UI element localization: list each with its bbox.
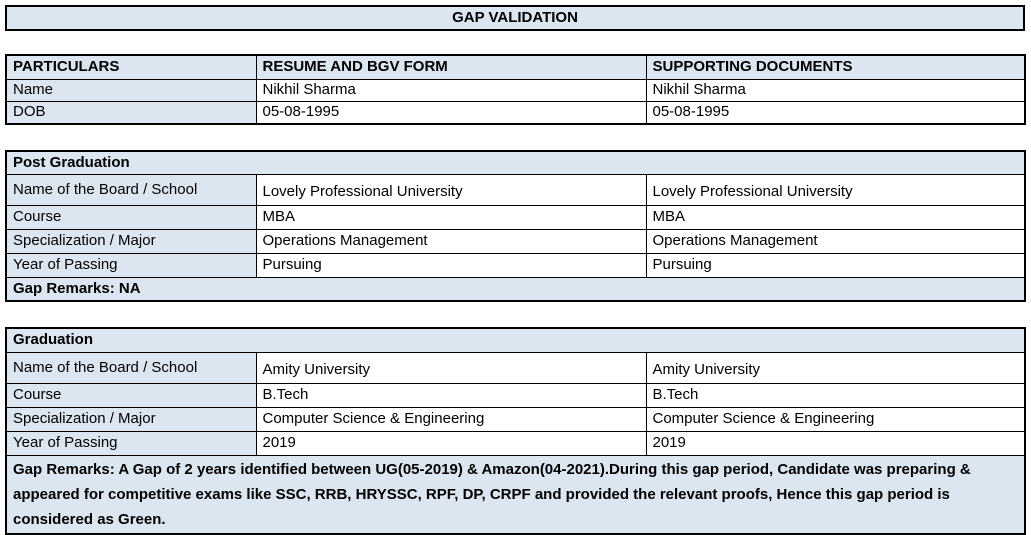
pg-board-resume-value: Lovely Professional University [255,174,647,206]
table-row-course: Course MBA MBA [5,205,1026,230]
row-label-dob: DOB [5,101,257,125]
row-label-course: Course [5,383,257,408]
row-label-specialization: Specialization / Major [5,229,257,254]
row-label-course: Course [5,205,257,230]
column-header-resume: RESUME AND BGV FORM [255,54,647,80]
grad-course-supporting-value: B.Tech [645,383,1026,408]
grad-course-resume-value: B.Tech [255,383,647,408]
pg-course-resume-value: MBA [255,205,647,230]
page-title: GAP VALIDATION [5,5,1025,31]
table-row-specialization: Specialization / Major Operations Manage… [5,229,1026,254]
row-label-name: Name [5,79,257,102]
grad-board-supporting-value: Amity University [645,352,1026,384]
particulars-header-row: PARTICULARS RESUME AND BGV FORM SUPPORTI… [5,54,1026,80]
gap-remarks-post-graduation: Gap Remarks: NA [5,277,1026,302]
table-row-name: Name Nikhil Sharma Nikhil Sharma [5,79,1026,102]
table-row-year-of-passing: Year of Passing 2019 2019 [5,431,1026,456]
row-label-year-of-passing: Year of Passing [5,431,257,456]
pg-spec-resume-value: Operations Management [255,229,647,254]
dob-supporting-value: 05-08-1995 [645,101,1026,125]
pg-course-supporting-value: MBA [645,205,1026,230]
graduation-table: Graduation Name of the Board / School Am… [5,327,1027,535]
post-graduation-header-row: Post Graduation [5,150,1026,175]
gap-remarks-graduation: Gap Remarks: A Gap of 2 years identified… [5,455,1026,535]
dob-resume-value: 05-08-1995 [255,101,647,125]
row-label-board-school: Name of the Board / School [5,174,257,206]
section-spacer [5,125,1025,150]
grad-board-resume-value: Amity University [255,352,647,384]
graduation-header-row: Graduation [5,327,1026,353]
name-supporting-value: Nikhil Sharma [645,79,1026,102]
table-row-course: Course B.Tech B.Tech [5,383,1026,408]
pg-year-resume-value: Pursuing [255,253,647,278]
pg-year-supporting-value: Pursuing [645,253,1026,278]
column-header-particulars: PARTICULARS [5,54,257,80]
column-header-supporting: SUPPORTING DOCUMENTS [645,54,1026,80]
row-label-specialization: Specialization / Major [5,407,257,432]
grad-year-resume-value: 2019 [255,431,647,456]
post-graduation-gap-remarks-row: Gap Remarks: NA [5,277,1026,302]
grad-spec-supporting-value: Computer Science & Engineering [645,407,1026,432]
pg-board-supporting-value: Lovely Professional University [645,174,1026,206]
particulars-table: PARTICULARS RESUME AND BGV FORM SUPPORTI… [5,54,1026,125]
post-graduation-table: Post Graduation Name of the Board / Scho… [5,150,1026,302]
section-title-graduation: Graduation [5,327,1026,353]
grad-spec-resume-value: Computer Science & Engineering [255,407,647,432]
table-row-year-of-passing: Year of Passing Pursuing Pursuing [5,253,1026,278]
row-label-board-school: Name of the Board / School [5,352,257,384]
pg-spec-supporting-value: Operations Management [645,229,1026,254]
name-resume-value: Nikhil Sharma [255,79,647,102]
table-row-specialization: Specialization / Major Computer Science … [5,407,1026,432]
graduation-gap-remarks-row: Gap Remarks: A Gap of 2 years identified… [5,455,1026,535]
table-row-dob: DOB 05-08-1995 05-08-1995 [5,101,1026,125]
grad-year-supporting-value: 2019 [645,431,1026,456]
section-title-post-graduation: Post Graduation [5,150,1026,175]
table-row-board-school: Name of the Board / School Amity Univers… [5,352,1026,384]
row-label-year-of-passing: Year of Passing [5,253,257,278]
table-row-board-school: Name of the Board / School Lovely Profes… [5,174,1026,206]
section-spacer [5,302,1025,327]
